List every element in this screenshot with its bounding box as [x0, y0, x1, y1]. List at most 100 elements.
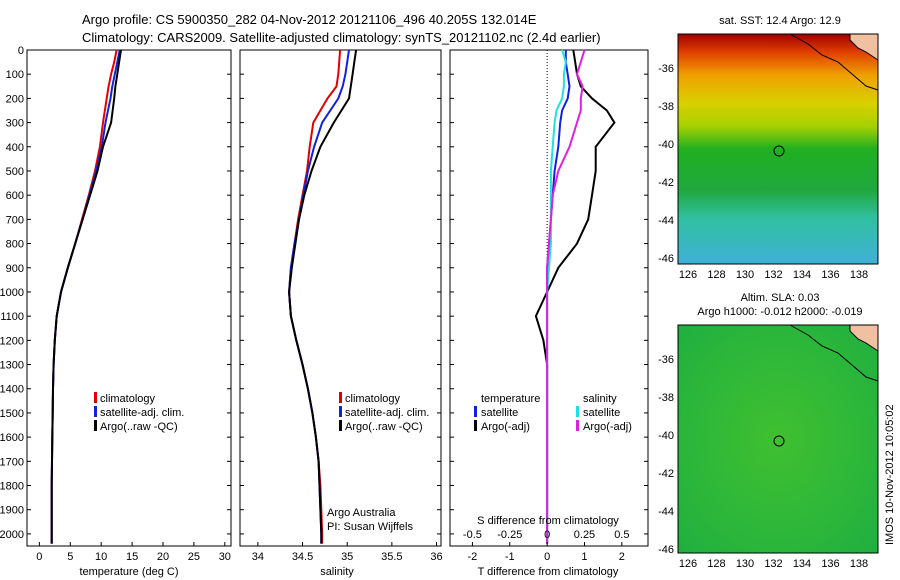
diff-xlabel-s: S difference from climatology	[477, 515, 619, 527]
sla-map-lon-label: 136	[821, 558, 839, 570]
sla-map-lat-label: -38	[658, 392, 674, 404]
diff-legend-swatch-sal-argo	[576, 420, 579, 431]
sst-map-lat-label: -38	[658, 101, 674, 113]
sal-xtick-label: 36	[430, 551, 442, 563]
sst-map-lat-label: -40	[658, 139, 674, 151]
sst-map-lon-label: 132	[764, 269, 782, 281]
diff-s-xtick-label: 0.25	[574, 529, 595, 541]
diff-t-xtick-label: -2	[468, 551, 478, 563]
sst-map-lon-label: 136	[821, 269, 839, 281]
diff-legend-sal-argo: Argo(-adj)	[583, 421, 632, 433]
diff-legend-temp-argo: Argo(-adj)	[481, 421, 530, 433]
difference-legend: temperature satellite Argo(-adj) salinit…	[477, 393, 632, 527]
diff-t-xtick-label: 2	[619, 551, 625, 563]
sst-map-coastline	[789, 33, 879, 91]
temp-xtick-label: 30	[219, 551, 231, 563]
temp-xtick-label: 20	[157, 551, 169, 563]
sla-map-coastline	[789, 324, 879, 382]
sla-map-title2: Argo h1000: -0.012 h2000: -0.019	[697, 306, 862, 318]
diff-s-xtick-label: 0.5	[614, 529, 629, 541]
sla-map: Altim. SLA: 0.03 Argo h1000: -0.012 h200…	[677, 292, 879, 554]
diff-series-line	[546, 49, 586, 544]
diff-t-xtick-label: 1	[581, 551, 587, 563]
sal-legend-satellite: satellite-adj. clim.	[345, 407, 429, 419]
sla-map-lat-label: -44	[658, 506, 674, 518]
sal-series-line	[288, 49, 358, 544]
depth-tick-label: 1600	[0, 432, 24, 444]
sla-map-lon-label: 132	[764, 558, 782, 570]
sst-map-land	[849, 33, 879, 61]
diff-legend-swatch-temp-sat	[474, 406, 477, 417]
sal-xtick-label: 34.5	[292, 551, 313, 563]
sla-map-lon-label: 134	[793, 558, 811, 570]
sla-map-lon-label: 126	[679, 558, 697, 570]
sla-map-field	[677, 324, 879, 554]
depth-tick-label: 600	[6, 190, 24, 202]
diff-t-xtick-label: 0	[544, 551, 550, 563]
temp-series-line	[50, 49, 122, 544]
depth-tick-label: 200	[6, 93, 24, 105]
sla-map-lat-label: -36	[658, 354, 674, 366]
depth-tick-label: 100	[6, 69, 24, 81]
sst-map-title: sat. SST: 12.4 Argo: 12.9	[719, 15, 841, 27]
depth-tick-label: 800	[6, 239, 24, 251]
legend-swatch-climatology	[94, 392, 97, 403]
temp-xtick-label: 25	[188, 551, 200, 563]
temp-xtick-label: 10	[95, 551, 107, 563]
depth-tick-label: 1900	[0, 505, 24, 517]
temperature-xlabel: temperature (deg C)	[79, 566, 178, 578]
temp-xtick-label: 0	[36, 551, 42, 563]
salinity-panel: 34 34.5 35 35.5 36	[239, 49, 443, 563]
depth-tick-label: 400	[6, 142, 24, 154]
difference-xlabel: T difference from climatology	[478, 566, 619, 578]
legend-climatology: climatology	[100, 393, 156, 405]
depth-tick-label: 300	[6, 118, 24, 130]
temp-xtick-label: 15	[126, 551, 138, 563]
diff-t-xtick-label: -1	[505, 551, 515, 563]
sal-legend-argo: Argo(..raw -QC)	[345, 421, 423, 433]
sal-xtick-label: 35.5	[381, 551, 402, 563]
sal-xtick-label: 35	[341, 551, 353, 563]
difference-plot-frame	[449, 49, 649, 547]
sla-map-title1: Altim. SLA: 0.03	[741, 292, 820, 304]
depth-tick-label: 2000	[0, 529, 24, 541]
sla-map-land	[849, 324, 879, 352]
depth-tick-label: 1800	[0, 481, 24, 493]
diff-legend-swatch-temp-argo	[474, 420, 477, 431]
temperature-legend: climatology satellite-adj. clim. Argo(..…	[100, 393, 184, 433]
depth-tick-label: 1200	[0, 335, 24, 347]
salinity-plot-frame	[239, 49, 442, 547]
diff-s-xtick-label: -0.25	[497, 529, 522, 541]
difference-panel: -2 -1 0 1 2 -0.5 -0.25 0 0.25 0.5	[449, 49, 649, 563]
legend-satellite: satellite-adj. clim.	[100, 407, 184, 419]
sal-legend-swatch-climatology	[339, 392, 342, 403]
diff-legend-swatch-sal-sat	[576, 406, 579, 417]
diff-s-xtick-label: 0	[544, 529, 550, 541]
sst-map-lon-label: 126	[679, 269, 697, 281]
sst-map-field	[677, 33, 879, 265]
diff-legend-temperature: temperature	[481, 393, 540, 405]
temperature-panel: 0100200300400500600700800900100011001200…	[0, 45, 232, 563]
title-line2: Climatology: CARS2009. Satellite-adjuste…	[82, 30, 601, 45]
depth-tick-label: 0	[18, 45, 24, 57]
sal-xtick-label: 34	[252, 551, 264, 563]
sal-legend-climatology: climatology	[345, 393, 401, 405]
sla-map-lat-label: -42	[658, 468, 674, 480]
sst-map-lon-label: 128	[707, 269, 725, 281]
sst-map-lon-label: 130	[736, 269, 754, 281]
depth-tick-label: 1300	[0, 360, 24, 372]
credit-line2: PI: Susan Wijffels	[327, 521, 413, 533]
sal-legend-swatch-argo	[339, 420, 342, 431]
sal-legend-swatch-satellite	[339, 406, 342, 417]
sla-map-lon-label: 130	[736, 558, 754, 570]
sst-map-argo-marker	[773, 145, 785, 157]
legend-swatch-satellite	[94, 406, 97, 417]
side-timestamp: IMOS 10-Nov-2012 10:05:02	[884, 404, 896, 545]
sst-map: sat. SST: 12.4 Argo: 12.9	[677, 15, 879, 265]
depth-tick-label: 900	[6, 263, 24, 275]
depth-tick-label: 1500	[0, 408, 24, 420]
legend-argo: Argo(..raw -QC)	[100, 421, 178, 433]
salinity-legend: climatology satellite-adj. clim. Argo(..…	[327, 393, 429, 533]
depth-tick-label: 1100	[0, 311, 24, 323]
